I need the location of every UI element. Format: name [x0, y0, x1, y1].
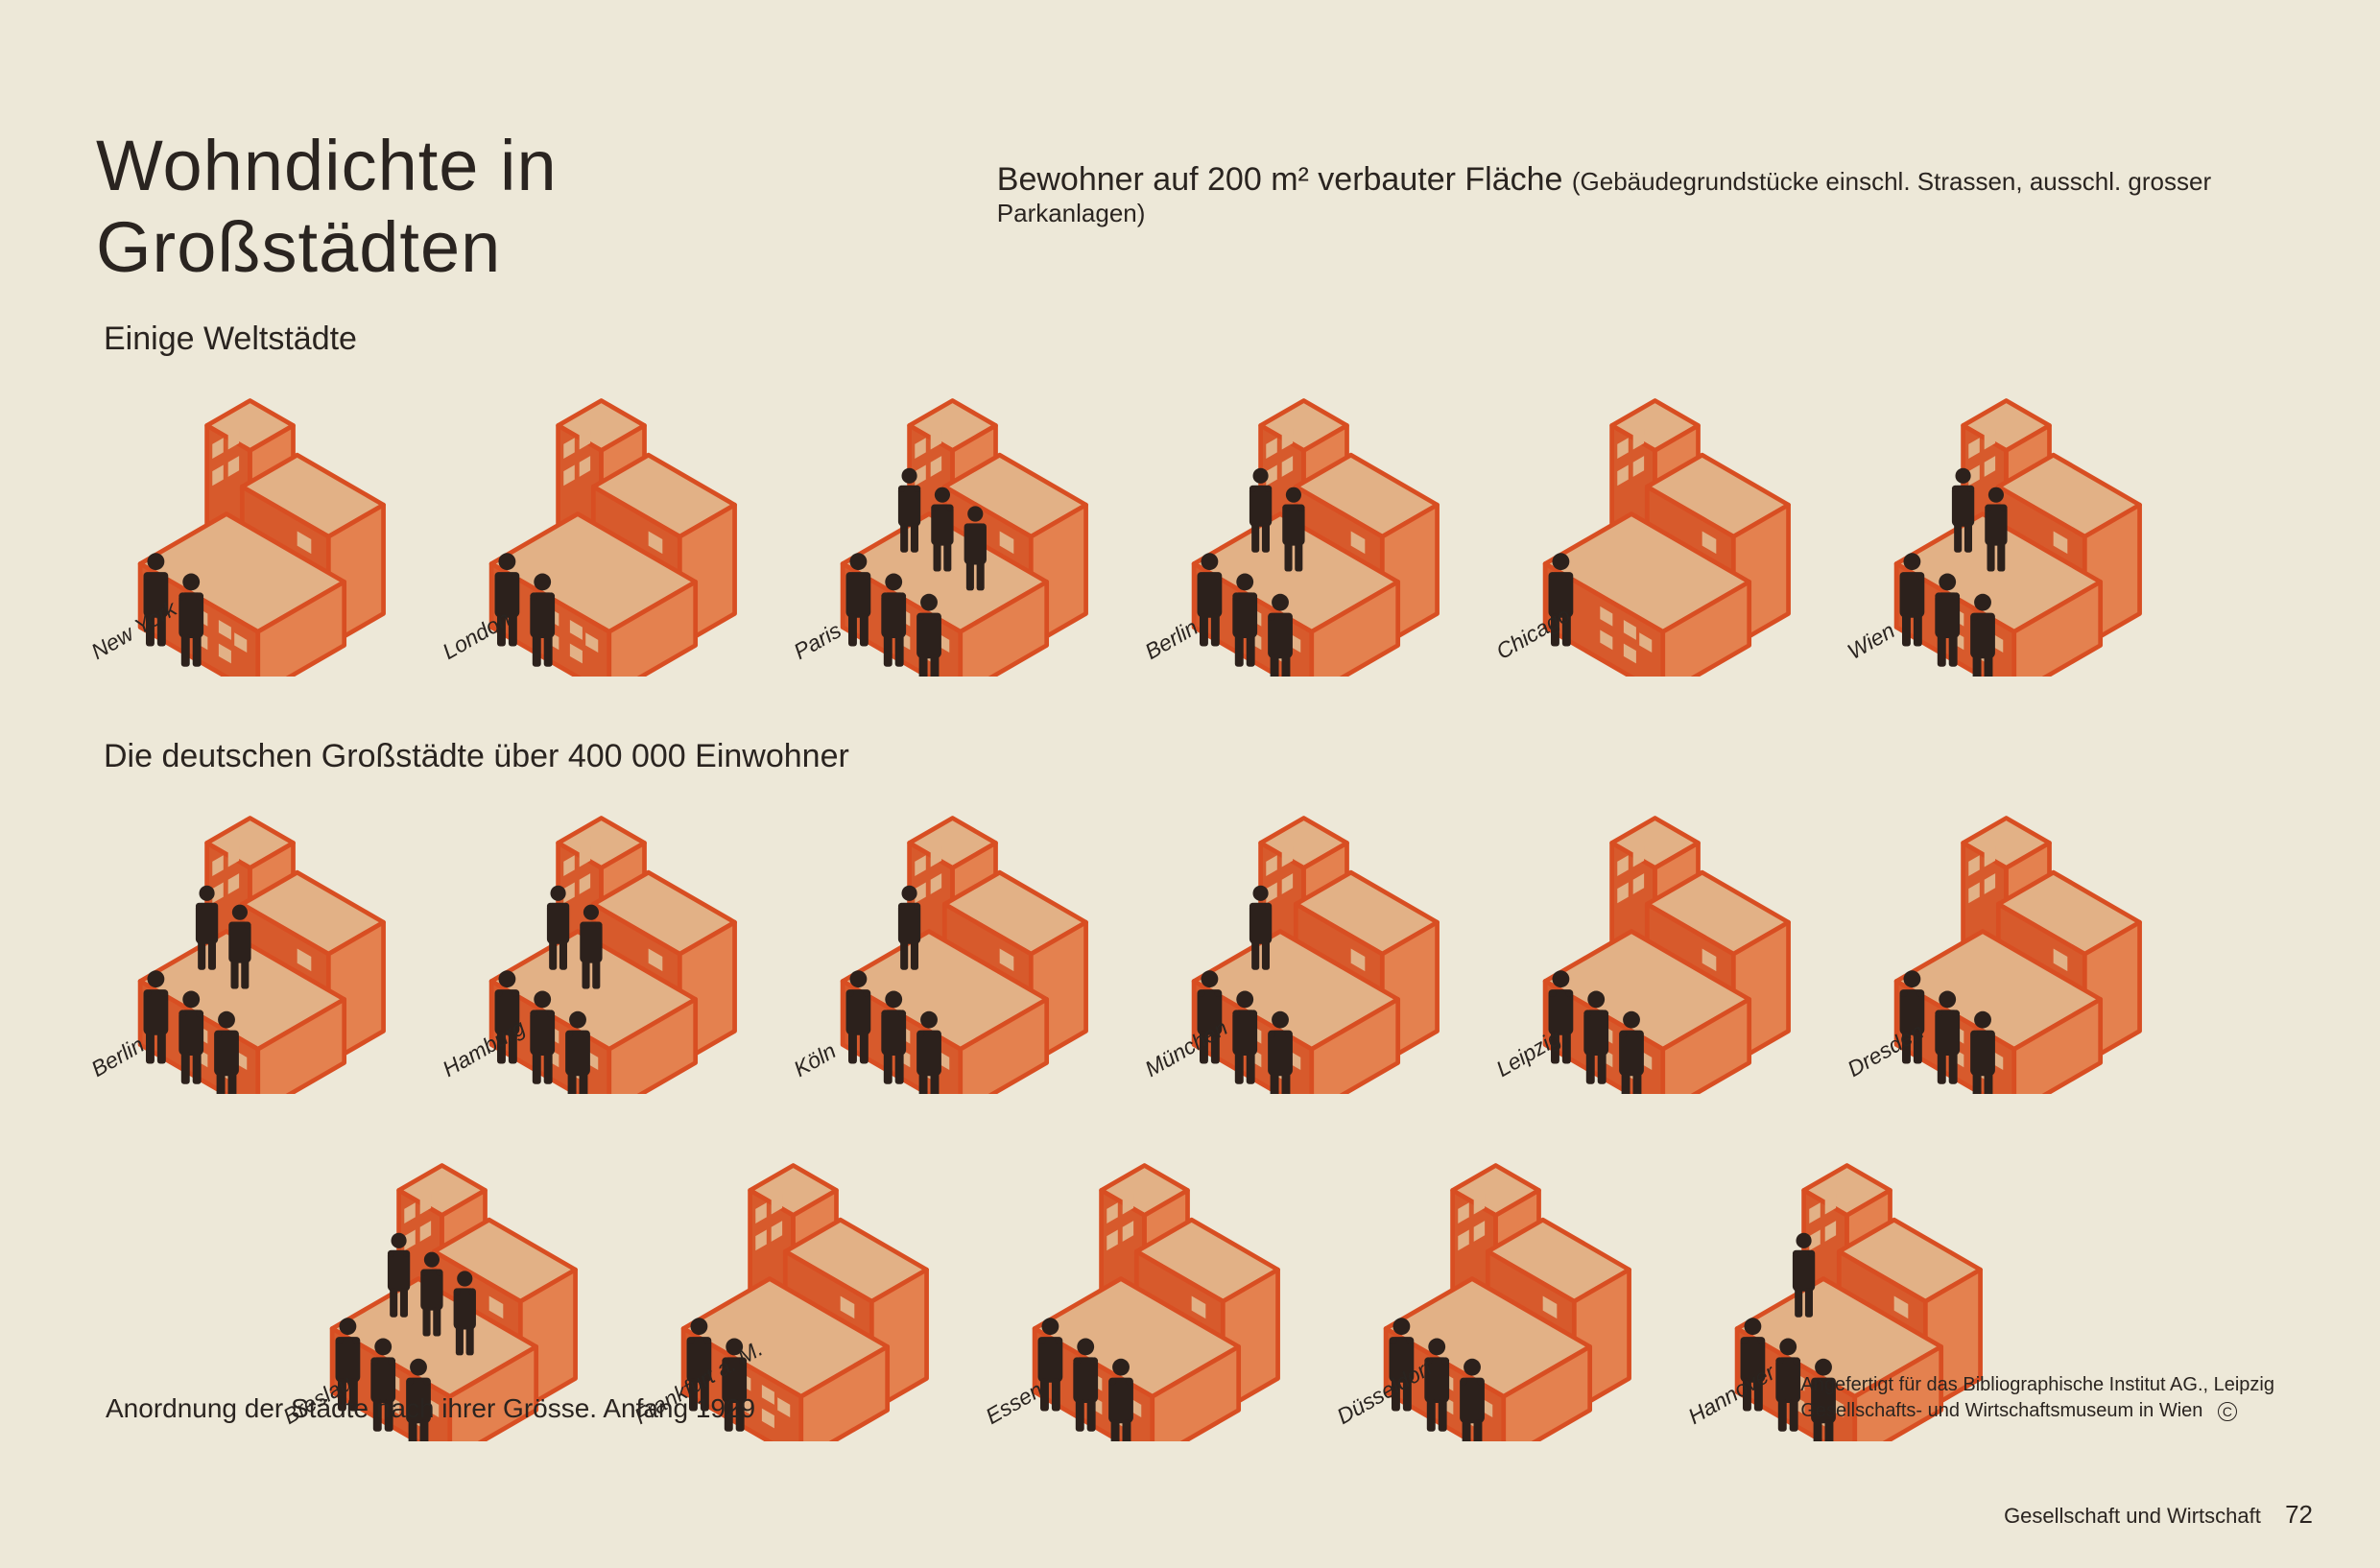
- city-block: Berlin: [1150, 369, 1476, 705]
- page: Wohndichte in Großstädten Bewohner auf 2…: [0, 0, 2380, 1568]
- city-block: Paris: [798, 369, 1125, 705]
- row-world-cities: New YorkLondonParisBerlinChicagoWien: [96, 369, 2284, 705]
- city-block: London: [447, 369, 774, 705]
- page-title: Wohndichte in Großstädten: [96, 125, 930, 288]
- page-number: Gesellschaft und Wirtschaft 72: [2004, 1500, 2313, 1530]
- city-block: New York: [96, 369, 422, 705]
- row-german-cities-1: BerlinHamburgKölnMünchenLeipzigDresden: [96, 787, 2284, 1123]
- header: Wohndichte in Großstädten Bewohner auf 2…: [96, 125, 2284, 288]
- city-block: Hamburg: [447, 787, 774, 1123]
- section-label-world: Einige Weltstädte: [104, 321, 2284, 358]
- footer-note-left: Anordnung der Städte nach ihrer Grösse. …: [106, 1393, 755, 1424]
- city-block: Leipzig: [1501, 787, 1827, 1123]
- subtitle-main: Bewohner auf 200 m² verbauter Fläche: [997, 161, 1572, 198]
- section-label-german: Die deutschen Großstädte über 400 000 Ei…: [104, 738, 2284, 775]
- city-block: Köln: [798, 787, 1125, 1123]
- footer-note-right: Angefertigt für das Bibliographische Ins…: [1800, 1372, 2274, 1424]
- city-block: Berlin: [96, 787, 422, 1123]
- city-block: Essen: [990, 1134, 1317, 1470]
- subtitle: Bewohner auf 200 m² verbauter Fläche (Ge…: [997, 161, 2284, 228]
- city-block: Chicago: [1501, 369, 1827, 705]
- city-block: Düsseldorf: [1342, 1134, 1668, 1470]
- city-block: Wien: [1852, 369, 2178, 705]
- city-block: Dresden: [1852, 787, 2178, 1123]
- city-block: München: [1150, 787, 1476, 1123]
- copyright-icon: C: [2218, 1402, 2237, 1421]
